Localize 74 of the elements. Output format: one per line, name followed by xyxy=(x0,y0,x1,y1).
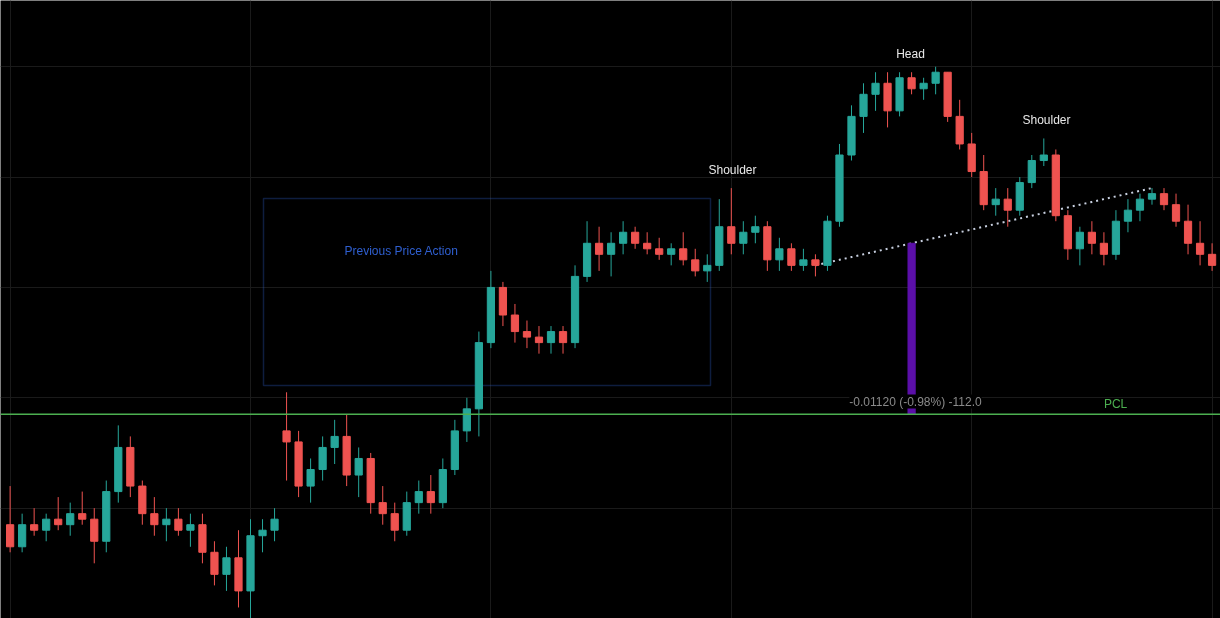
candlestick xyxy=(1123,198,1133,233)
candlestick xyxy=(54,496,63,531)
candlestick xyxy=(318,435,327,482)
text: Head xyxy=(896,46,925,61)
ref-line-label: PCL xyxy=(1103,397,1128,412)
candlestick xyxy=(619,220,628,255)
candlestick xyxy=(282,391,291,482)
candlestick xyxy=(871,71,880,112)
candlestick xyxy=(691,248,700,277)
candlestick xyxy=(522,320,532,349)
candlestick xyxy=(1147,187,1157,206)
candlestick xyxy=(6,485,15,553)
candlestick xyxy=(1039,137,1048,167)
candlestick xyxy=(1075,226,1084,266)
candlestick xyxy=(703,253,712,283)
annotation: Previous Price Action xyxy=(344,243,458,258)
candlestick xyxy=(354,446,363,498)
annotation: Shoulder xyxy=(708,162,757,177)
candlestick xyxy=(727,187,736,255)
candlestick xyxy=(306,457,315,504)
candlestick xyxy=(907,71,916,95)
candlestick xyxy=(1171,193,1181,228)
candlestick xyxy=(78,491,87,526)
candlestick xyxy=(222,546,231,592)
candlestick xyxy=(378,485,387,526)
annotation: Shoulder xyxy=(1022,112,1071,127)
candlestick xyxy=(510,303,520,344)
candlestick xyxy=(462,397,471,443)
candlestick xyxy=(534,325,544,355)
candlestick xyxy=(859,82,868,134)
candlestick xyxy=(631,226,640,250)
candlestick xyxy=(643,231,652,255)
candlestick xyxy=(210,540,219,586)
candlestick xyxy=(414,480,423,515)
candlestick xyxy=(739,220,748,255)
candlestick xyxy=(150,496,159,537)
candlestick xyxy=(18,513,27,553)
candlestick xyxy=(1003,187,1012,228)
candlestick xyxy=(330,419,339,465)
candlestick xyxy=(186,513,195,548)
candlestick xyxy=(655,237,664,261)
candlestick xyxy=(775,237,784,272)
candlestick xyxy=(390,502,399,542)
candlestick xyxy=(42,513,51,542)
candlestick xyxy=(811,253,820,277)
candlestick xyxy=(919,77,928,101)
candlestick xyxy=(162,507,171,542)
annotation: -0.01120 (-0.98%) -112.0 xyxy=(849,394,982,409)
candlestick xyxy=(174,507,183,537)
candlestick xyxy=(1087,220,1096,255)
candlestick xyxy=(787,242,796,272)
candlestick xyxy=(594,226,604,272)
candlestick xyxy=(1099,231,1109,266)
candlestick xyxy=(931,66,940,95)
candlestick xyxy=(30,507,39,537)
candlestick xyxy=(1159,187,1169,211)
candlestick xyxy=(667,242,676,266)
candlestick xyxy=(679,231,688,266)
candlestick xyxy=(1135,193,1145,222)
candlestick xyxy=(270,507,279,542)
candlestick xyxy=(258,518,267,553)
candlestick xyxy=(751,215,760,244)
candlestick xyxy=(607,231,616,277)
candlestick xyxy=(1195,220,1205,266)
candlestick xyxy=(426,474,435,515)
candlestick xyxy=(991,187,1000,217)
candlestick xyxy=(558,325,568,355)
candlestick xyxy=(1027,154,1036,189)
candlestick xyxy=(1183,204,1193,255)
candlestick xyxy=(90,507,99,564)
candlestick xyxy=(546,325,556,355)
candlestick xyxy=(66,502,75,537)
candlestick xyxy=(1207,242,1217,272)
candlestick xyxy=(799,248,808,272)
